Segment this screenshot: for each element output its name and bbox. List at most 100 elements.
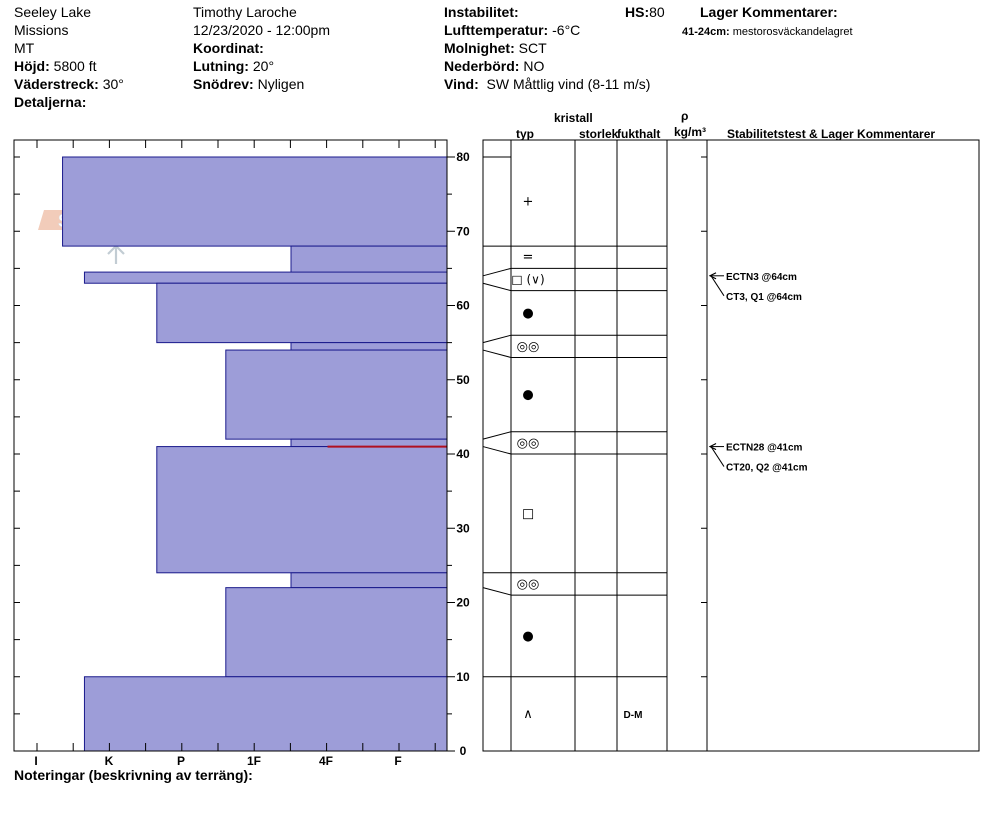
boundary-connector [482,282,512,292]
arrow-head [708,443,717,451]
hardness-tick-label: F [394,754,401,768]
hardness-tick-label: K [105,754,114,768]
col-size: storlek [579,127,619,141]
boundary-connector [482,334,512,344]
aspect: Väderstreck: 30° [14,76,124,92]
hardness-profile [62,156,448,752]
col-type: typ [516,127,534,141]
layer-symbol: □ [522,506,534,521]
wind-loading-label: Snödrev: [193,76,254,92]
elevation-value: 5800 ft [53,58,97,74]
test-arrow [710,275,725,297]
table-frame [482,139,980,752]
layer-comment-text: mestorosväckandelagret [732,26,853,38]
test-arrow [710,446,725,467]
datetime: 12/23/2020 - 12:00pm [193,22,330,38]
stability-test-label: ECTN28 @41cm [726,443,803,454]
layer-symbol: □ (∨) [511,273,544,287]
slope-label: Lutning: [193,58,249,74]
hardness-tick-label: I [34,754,37,768]
hardness-bar [225,587,448,678]
col-density-unit: kg/m³ [674,125,707,139]
hardness-bar [290,342,448,351]
layer-symbol: = [523,250,534,265]
col-rho: ρ [681,109,689,123]
wind: Vind: SW Måttlig vind (8-11 m/s) [444,76,650,92]
boundary-connector [482,267,512,277]
stability-test-label: ECTN3 @64cm [726,272,797,283]
depth-tick-label: 10 [456,670,470,684]
hardness-bar [156,282,448,344]
depth-tick-label: 30 [456,521,470,535]
hardness-tick-label: 4F [319,754,333,768]
boundary-connector [482,349,512,358]
stability-test-label: CT20, Q2 @41cm [726,463,808,474]
layer-comment-range: 41-24cm: [682,26,730,38]
arrow-head [708,272,717,280]
depth-tick-label: 80 [456,150,470,164]
wind-label: Vind: [444,76,479,92]
location-line-1: Seeley Lake [14,4,92,20]
hardness-bar [225,349,448,440]
hs-value: 80 [649,4,665,20]
hardness-bar [83,271,448,284]
layer-symbol: ◎◎ [517,577,540,592]
layer-moisture: D-M [624,710,643,721]
layer-symbol: + [523,195,534,210]
layer-symbol: ● [522,388,533,403]
aspect-label: Väderstreck: [14,76,99,92]
hs: HS:80 [625,4,665,20]
wind-loading-value: Nyligen [257,76,305,92]
col-crystal: kristall [554,111,593,125]
slope-value: 20° [252,58,275,74]
precip-value: NO [523,58,545,74]
layer-comment: 41-24cm: mestorosväckandelagret [682,24,853,40]
hs-label: HS: [625,4,650,20]
hardness-bar [156,446,448,574]
hardness-bar [83,676,448,752]
precip: Nederbörd: NO [444,58,544,74]
depth-tick-label: 60 [456,299,470,313]
hardness-tick-label: 1F [247,754,261,768]
depth-tick-label: 20 [456,596,470,610]
hardness-tick-label: P [177,754,185,768]
sky-value: SCT [518,40,547,56]
sky-label: Molnighet: [444,40,515,56]
hardness-bar [62,156,448,247]
hardness-frame [13,139,448,752]
elevation-label: Höjd: [14,58,50,74]
notes-label: Noteringar (beskrivning av terräng): [14,767,253,783]
observer: Timothy Laroche [193,4,297,20]
depth-tick-label: 50 [456,373,470,387]
precip-label: Nederbörd: [444,58,520,74]
stability-test-label: CT3, Q1 @64cm [726,292,802,303]
col-moisture: fukthalt [617,127,661,141]
location-line-3: MT [14,40,35,56]
layer-symbol: ● [522,306,533,321]
depth-tick-label: 70 [456,224,470,238]
hardness-bar [290,572,448,589]
layer-comments-title: Lager Kommentarer: [700,4,838,20]
boundary-connector [482,431,512,440]
air-temp-label: Lufttemperatur: [444,22,549,38]
coordinate-label: Koordinat: [193,40,264,56]
depth-tick-label: 0 [460,744,467,758]
hardness-bar [290,245,448,277]
col-stability: Stabilitetstest & Lager Kommentarer [727,127,936,141]
air-temp: Lufttemperatur: -6°C [444,22,580,38]
location-line-2: Missions [14,22,69,38]
sky: Molnighet: SCT [444,40,547,56]
layer-symbol: ◎◎ [517,436,540,451]
instability-label: Instabilitet: [444,4,519,20]
slope: Lutning: 20° [193,58,274,74]
hardness-axes: I K P 1F 4F F 0 10 20 30 40 50 60 70 80 [13,139,470,768]
hardness-bar [290,438,448,448]
aspect-value: 30° [102,76,124,92]
depth-tick-label: 40 [456,447,470,461]
wind-loading: Snödrev: Nyligen [193,76,304,92]
wind-value: SW Måttlig vind (8-11 m/s) [486,76,651,92]
boundary-connector [482,587,512,596]
layer-symbol: ∧ [523,707,533,722]
layer-symbol: ● [522,629,533,644]
air-temp-value: -6°C [552,22,581,38]
